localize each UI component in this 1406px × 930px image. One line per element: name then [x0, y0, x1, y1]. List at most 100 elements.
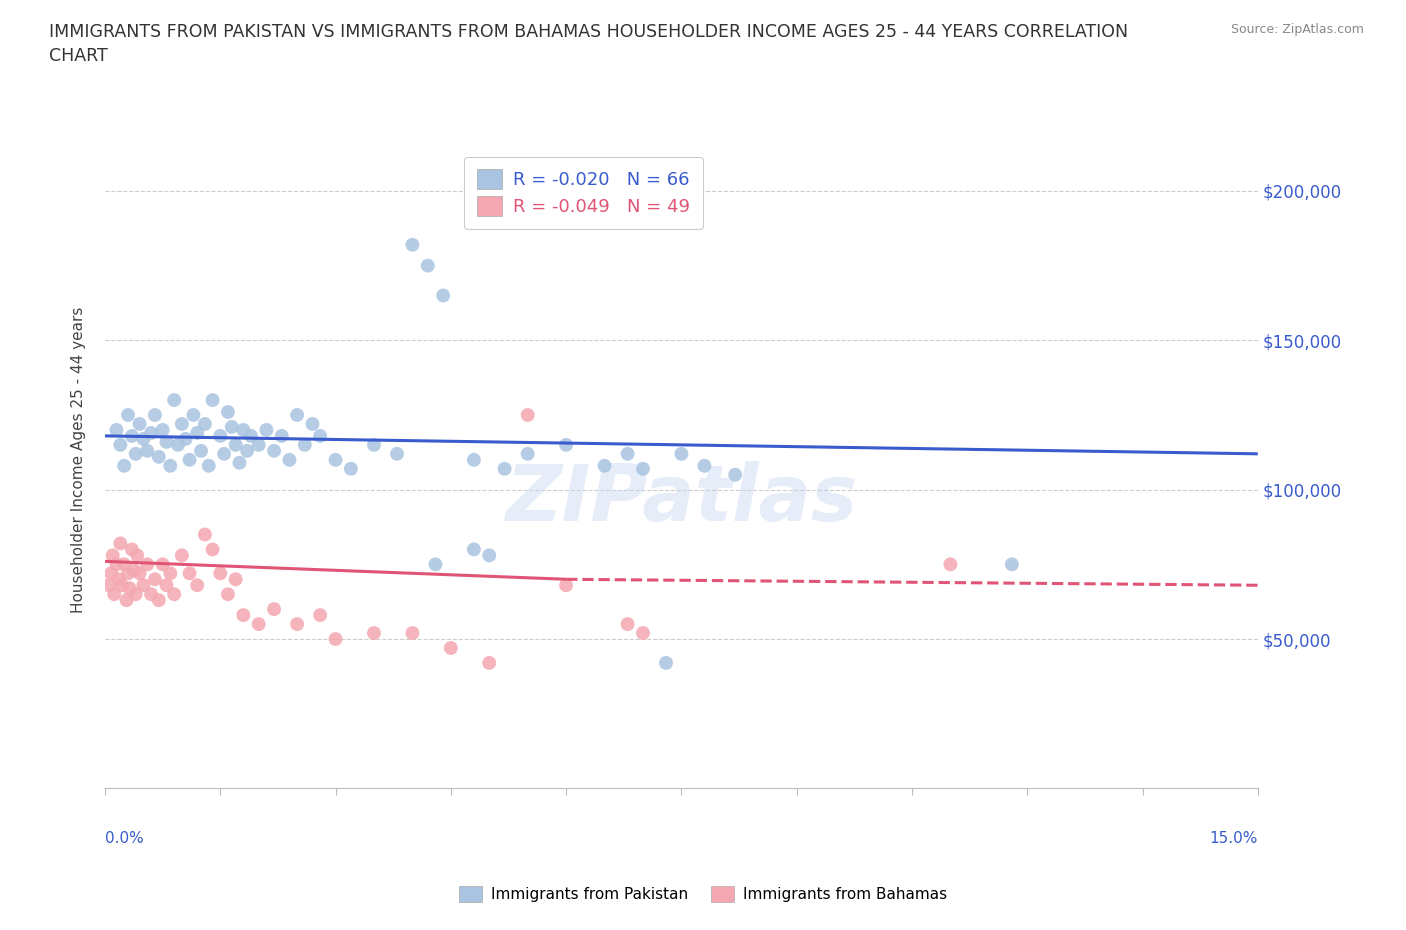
Point — [463, 452, 485, 467]
Legend: R = -0.020   N = 66, R = -0.049   N = 49: R = -0.020 N = 66, R = -0.049 N = 49 — [464, 157, 703, 229]
Point — [616, 446, 638, 461]
Point — [301, 417, 323, 432]
Point — [232, 607, 254, 622]
Point — [155, 434, 177, 449]
Point — [285, 617, 308, 631]
Point — [385, 446, 408, 461]
Point — [163, 392, 186, 407]
Point — [593, 458, 616, 473]
Point — [440, 641, 463, 656]
Point — [401, 237, 423, 252]
Point — [100, 565, 122, 580]
Point — [103, 587, 125, 602]
Point — [325, 631, 347, 646]
Point — [363, 626, 385, 641]
Point — [1001, 557, 1024, 572]
Point — [671, 446, 693, 461]
Point — [221, 419, 243, 434]
Point — [159, 458, 181, 473]
Point — [209, 565, 232, 580]
Point — [693, 458, 716, 473]
Point — [117, 407, 139, 422]
Point — [163, 587, 186, 602]
Text: ZIPatlas: ZIPatlas — [505, 461, 858, 538]
Point — [186, 426, 208, 441]
Point — [139, 587, 162, 602]
Point — [294, 437, 316, 452]
Point — [125, 587, 148, 602]
Point — [478, 548, 501, 563]
Point — [101, 548, 124, 563]
Point — [108, 572, 131, 587]
Point — [416, 259, 439, 273]
Point — [463, 542, 485, 557]
Point — [110, 536, 132, 551]
Point — [125, 446, 148, 461]
Point — [278, 452, 301, 467]
Point — [309, 429, 332, 444]
Point — [285, 407, 308, 422]
Point — [122, 563, 145, 578]
Point — [148, 592, 170, 607]
Point — [225, 572, 247, 587]
Point — [143, 407, 166, 422]
Point — [170, 548, 193, 563]
Point — [401, 626, 423, 641]
Point — [555, 437, 578, 452]
Point — [263, 444, 285, 458]
Point — [263, 602, 285, 617]
Point — [117, 565, 139, 580]
Point — [363, 437, 385, 452]
Point — [174, 432, 197, 446]
Point — [209, 429, 232, 444]
Point — [118, 581, 141, 596]
Point — [128, 417, 150, 432]
Point — [112, 557, 135, 572]
Point — [148, 449, 170, 464]
Point — [152, 422, 174, 437]
Point — [152, 557, 174, 572]
Point — [194, 417, 217, 432]
Point — [325, 452, 347, 467]
Point — [105, 557, 128, 572]
Point — [143, 572, 166, 587]
Point — [132, 578, 155, 592]
Point — [155, 578, 177, 592]
Point — [132, 432, 155, 446]
Point — [240, 429, 263, 444]
Point — [97, 578, 120, 592]
Point — [186, 578, 208, 592]
Point — [425, 557, 447, 572]
Point — [201, 392, 224, 407]
Point — [225, 437, 247, 452]
Text: 15.0%: 15.0% — [1209, 831, 1258, 846]
Point — [247, 617, 270, 631]
Text: 0.0%: 0.0% — [105, 831, 143, 846]
Point — [194, 527, 217, 542]
Point — [309, 607, 332, 622]
Point — [128, 565, 150, 580]
Point — [136, 557, 159, 572]
Point — [139, 426, 162, 441]
Text: IMMIGRANTS FROM PAKISTAN VS IMMIGRANTS FROM BAHAMAS HOUSEHOLDER INCOME AGES 25 -: IMMIGRANTS FROM PAKISTAN VS IMMIGRANTS F… — [49, 23, 1129, 65]
Point — [254, 422, 277, 437]
Point — [167, 437, 190, 452]
Point — [179, 452, 201, 467]
Point — [121, 542, 143, 557]
Point — [236, 444, 259, 458]
Point — [247, 437, 270, 452]
Point — [179, 565, 201, 580]
Point — [112, 458, 135, 473]
Point — [217, 405, 239, 419]
Point — [270, 429, 292, 444]
Point — [516, 407, 538, 422]
Point — [197, 458, 219, 473]
Point — [432, 288, 454, 303]
Point — [939, 557, 962, 572]
Point — [631, 626, 654, 641]
Point — [115, 592, 138, 607]
Point — [478, 656, 501, 671]
Point — [217, 587, 239, 602]
Point — [127, 548, 149, 563]
Point — [516, 446, 538, 461]
